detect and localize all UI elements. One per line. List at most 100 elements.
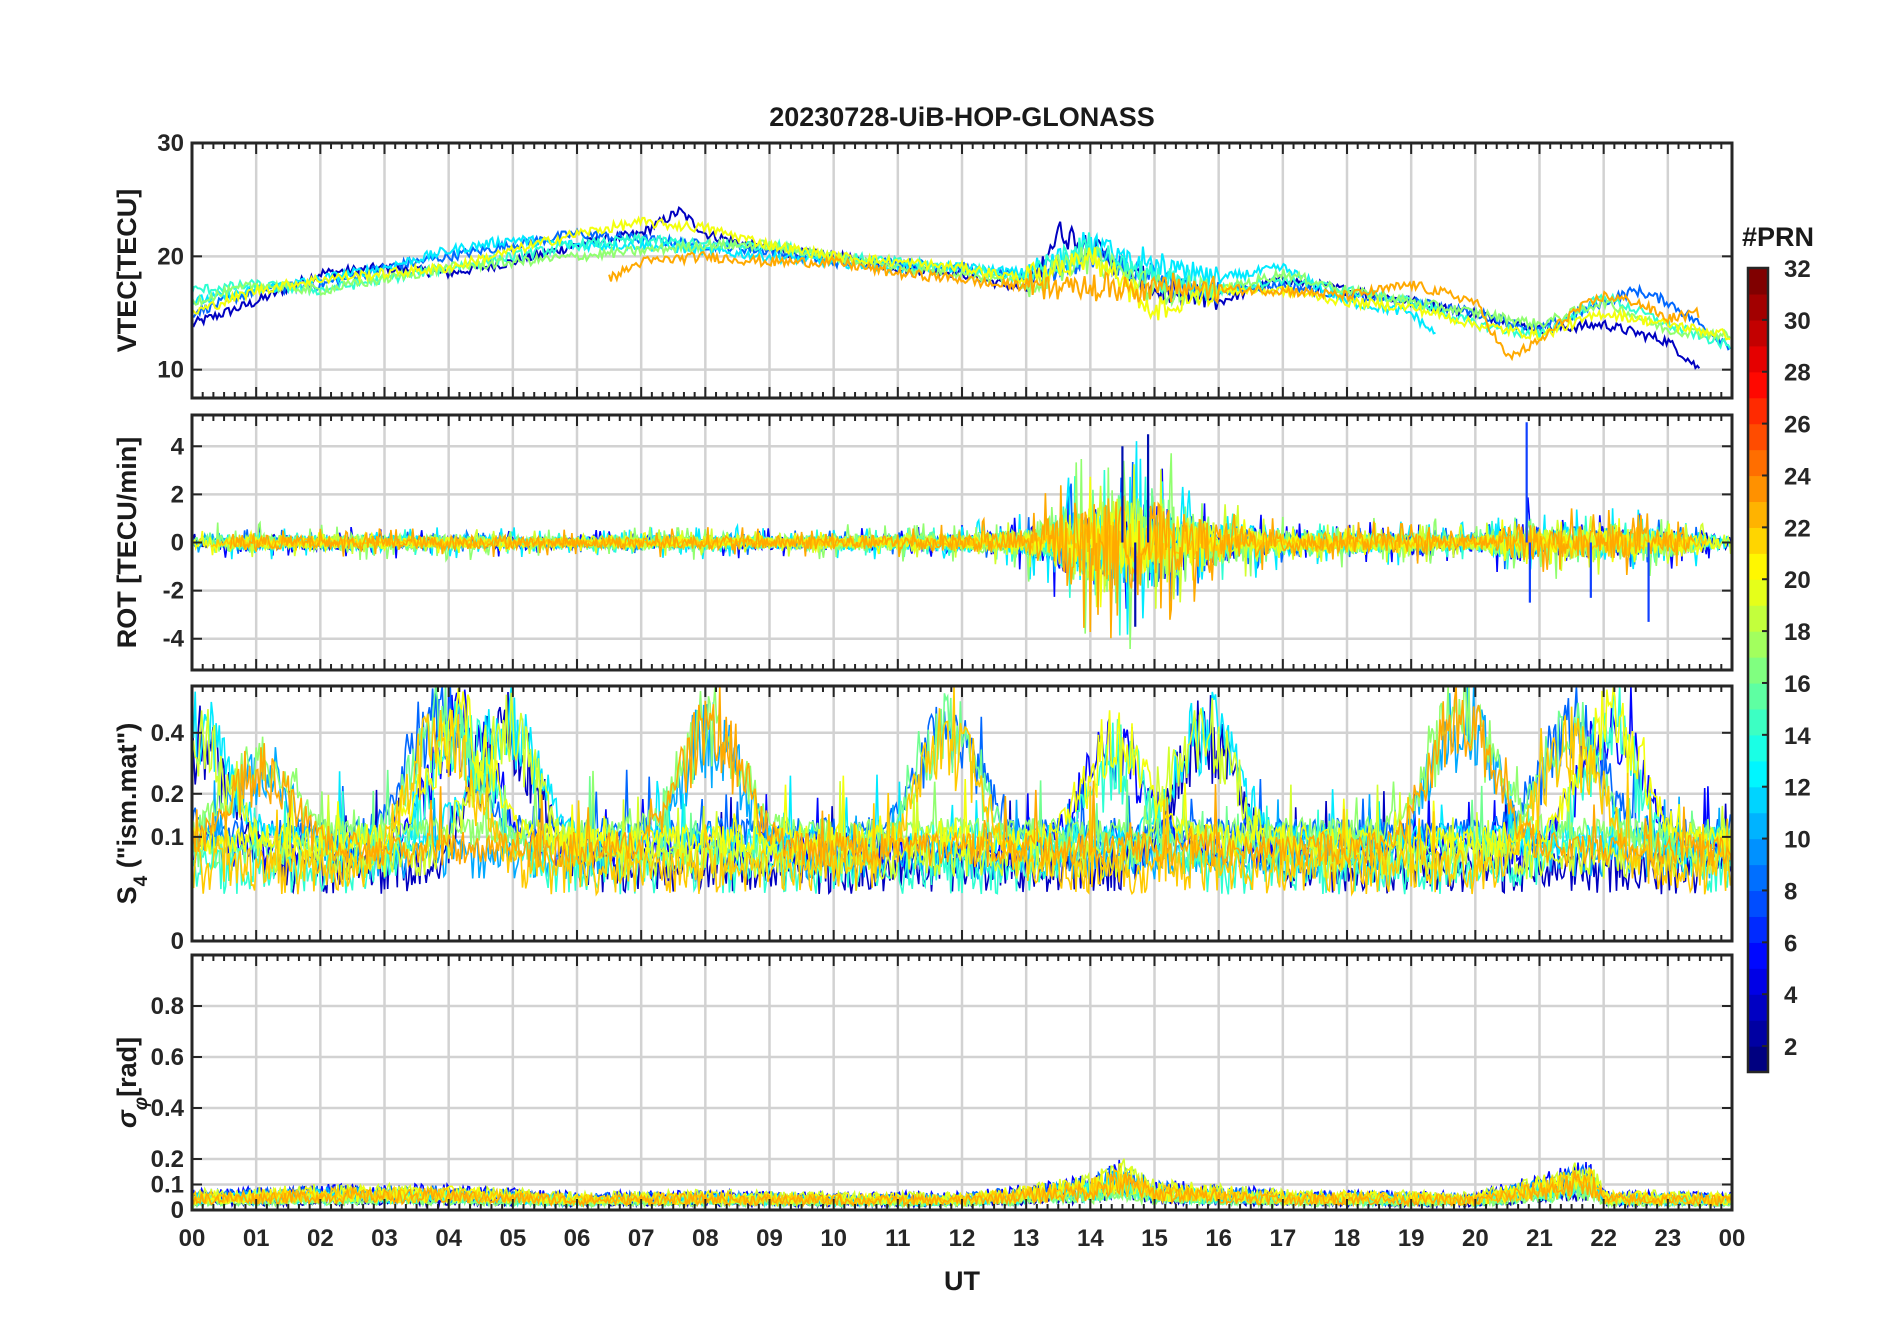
y-tick-label: 0.4 [151,1095,185,1122]
y-tick-label: 4 [171,433,185,460]
y-axis-label: VTEC[TECU] [112,189,142,353]
x-tick-label: 03 [371,1225,398,1252]
x-tick-label: 12 [949,1225,976,1252]
colorbar-tick-label: 22 [1784,515,1811,542]
colorbar-frame [1746,266,1770,1074]
s4-series-prn23 [192,686,1732,869]
y-label-sub: φ [131,1097,152,1110]
y-label-rest: ("ism.mat") [112,723,142,876]
vtec-series-prn12 [192,232,1436,335]
colorbar-segment [1748,475,1768,503]
y-tick-label: 0 [171,928,184,955]
tick-marks [191,955,1733,1211]
y-tick-label: 10 [157,357,184,384]
y-label-main: S [112,886,142,904]
y-tick-label: 2 [171,481,184,508]
x-tick-label: 14 [1077,1225,1104,1252]
colorbar-segment [1748,1046,1768,1073]
colorbar-segment [1748,501,1768,528]
panel-sigma_phi: 00.10.2 0.4 0.6 0.8 σφ[rad] [112,953,1734,1224]
colorbar-segment [1748,268,1768,295]
colorbar-title: #PRN [1742,222,1814,252]
colorbar-segment [1748,423,1768,451]
y-axis-label: ROT [TECU/min] [112,437,142,648]
x-tick-label: 04 [435,1225,462,1252]
sigma-series-prn23 [192,1170,1732,1208]
y-tick-label: -4 [163,626,185,653]
y-tick-label: 0.6 [151,1044,184,1071]
x-tick-label: 06 [564,1225,591,1252]
x-axis-label: UT [944,1266,980,1296]
grid [192,955,1732,1210]
y-tick-label: 0.1 [151,824,184,851]
colorbar-segment [1748,293,1768,321]
x-tick-label: 13 [1013,1225,1040,1252]
panel-rot: -4 -2 0 2 4 ROT [TECU/min] [112,413,1734,672]
x-tick-label: 10 [820,1225,847,1252]
y-axis-label: σφ[rad] [112,1037,152,1128]
y-tick-label: 0 [171,530,184,557]
colorbar-segment [1748,786,1768,814]
x-tick-label: 11 [885,1225,910,1252]
y-axis-label: S4 ("ism.mat") [112,723,152,905]
s4-series-prn20 [192,686,1732,860]
colorbar-segment [1748,864,1768,892]
tick-marks [191,686,1733,942]
colorbar-tick-label: 20 [1784,567,1811,594]
tick-marks [191,415,1733,670]
colorbar-segment [1748,579,1768,606]
x-tick-label: 22 [1590,1225,1617,1252]
x-tick-label: 07 [628,1225,655,1252]
x-tick-label: 15 [1141,1225,1168,1252]
colorbar-tick-label: 6 [1784,930,1797,957]
tick-marks [191,142,1733,398]
panel-s4: 00.10.20.4S4 ("ism.mat") [112,684,1734,955]
colorbar-segment [1748,631,1768,658]
x-tick-label: 08 [692,1225,719,1252]
x-tick-label: 09 [756,1225,783,1252]
panel-vtec: 10 20 30 VTEC[TECU] [112,130,1734,400]
colorbar-tick-label: 16 [1784,671,1811,698]
colorbar-segment [1748,345,1768,373]
x-tick-label: 02 [307,1225,334,1252]
colorbar-segment [1748,371,1768,399]
colorbar-segment [1748,916,1768,943]
colorbar-tick-label: 28 [1784,360,1811,387]
y-tick-label: -2 [163,578,184,605]
colorbar-segment [1748,527,1768,554]
colorbar-tick-label: 10 [1784,827,1811,854]
colorbar-tick-label: 24 [1784,463,1811,490]
y-tick-label: 0.1 [151,1172,184,1199]
colorbar-tick-label: 18 [1784,619,1811,646]
colorbar-tick-label: 4 [1784,982,1798,1009]
chart-title: 20230728-UiB-HOP-GLONASS [769,102,1155,132]
y-tick-label: 0.2 [151,1146,184,1173]
y-tick-label: 0.4 [151,720,185,747]
rot-series-prn23 [229,485,1695,639]
colorbar-segment [1748,605,1768,632]
s4-series-prn22 [192,686,1732,897]
colorbar-tick-label: 8 [1784,878,1797,905]
colorbar-segment [1748,657,1768,684]
colorbar-tick-label: 32 [1784,256,1811,283]
colorbar-tick-label: 30 [1784,308,1811,335]
colorbar-segment [1748,994,1768,1021]
colorbar-segment [1748,1020,1768,1047]
y-tick-label: 30 [157,130,184,157]
x-tick-label: 05 [499,1225,526,1252]
y-label-sub: 4 [131,875,152,886]
colorbar-segment [1748,319,1768,347]
x-tick-labels: 00 01 02 03 04 05 06 07 08 09 10 11 12 13 14 15 16 17 18 19… [179,1225,1746,1252]
y-tick-label: 0 [171,1197,184,1224]
colorbar-segment [1748,942,1768,969]
x-tick-label: 20 [1462,1225,1489,1252]
colorbar-segment [1748,397,1768,425]
s4-series-prn8 [192,686,1732,850]
y-label-rest: [rad] [112,1037,142,1097]
x-tick-label: 16 [1205,1225,1232,1252]
y-tick-label: 0.8 [151,993,184,1020]
vtec-series-prn3 [192,205,1701,370]
x-tick-label: 19 [1398,1225,1425,1252]
